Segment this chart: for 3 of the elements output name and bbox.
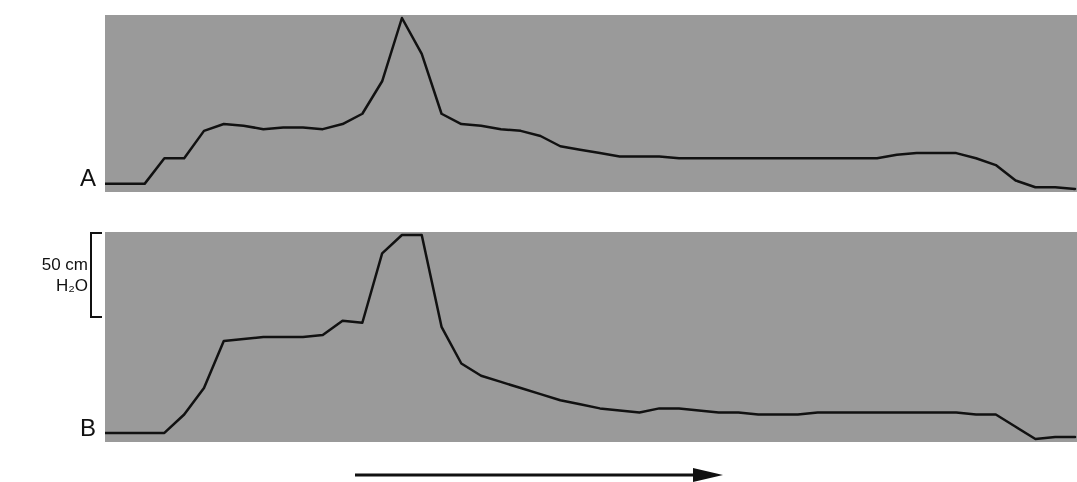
text: B <box>80 414 97 441</box>
text: A <box>80 164 97 191</box>
text: 50 cm H₂O <box>40 254 88 297</box>
